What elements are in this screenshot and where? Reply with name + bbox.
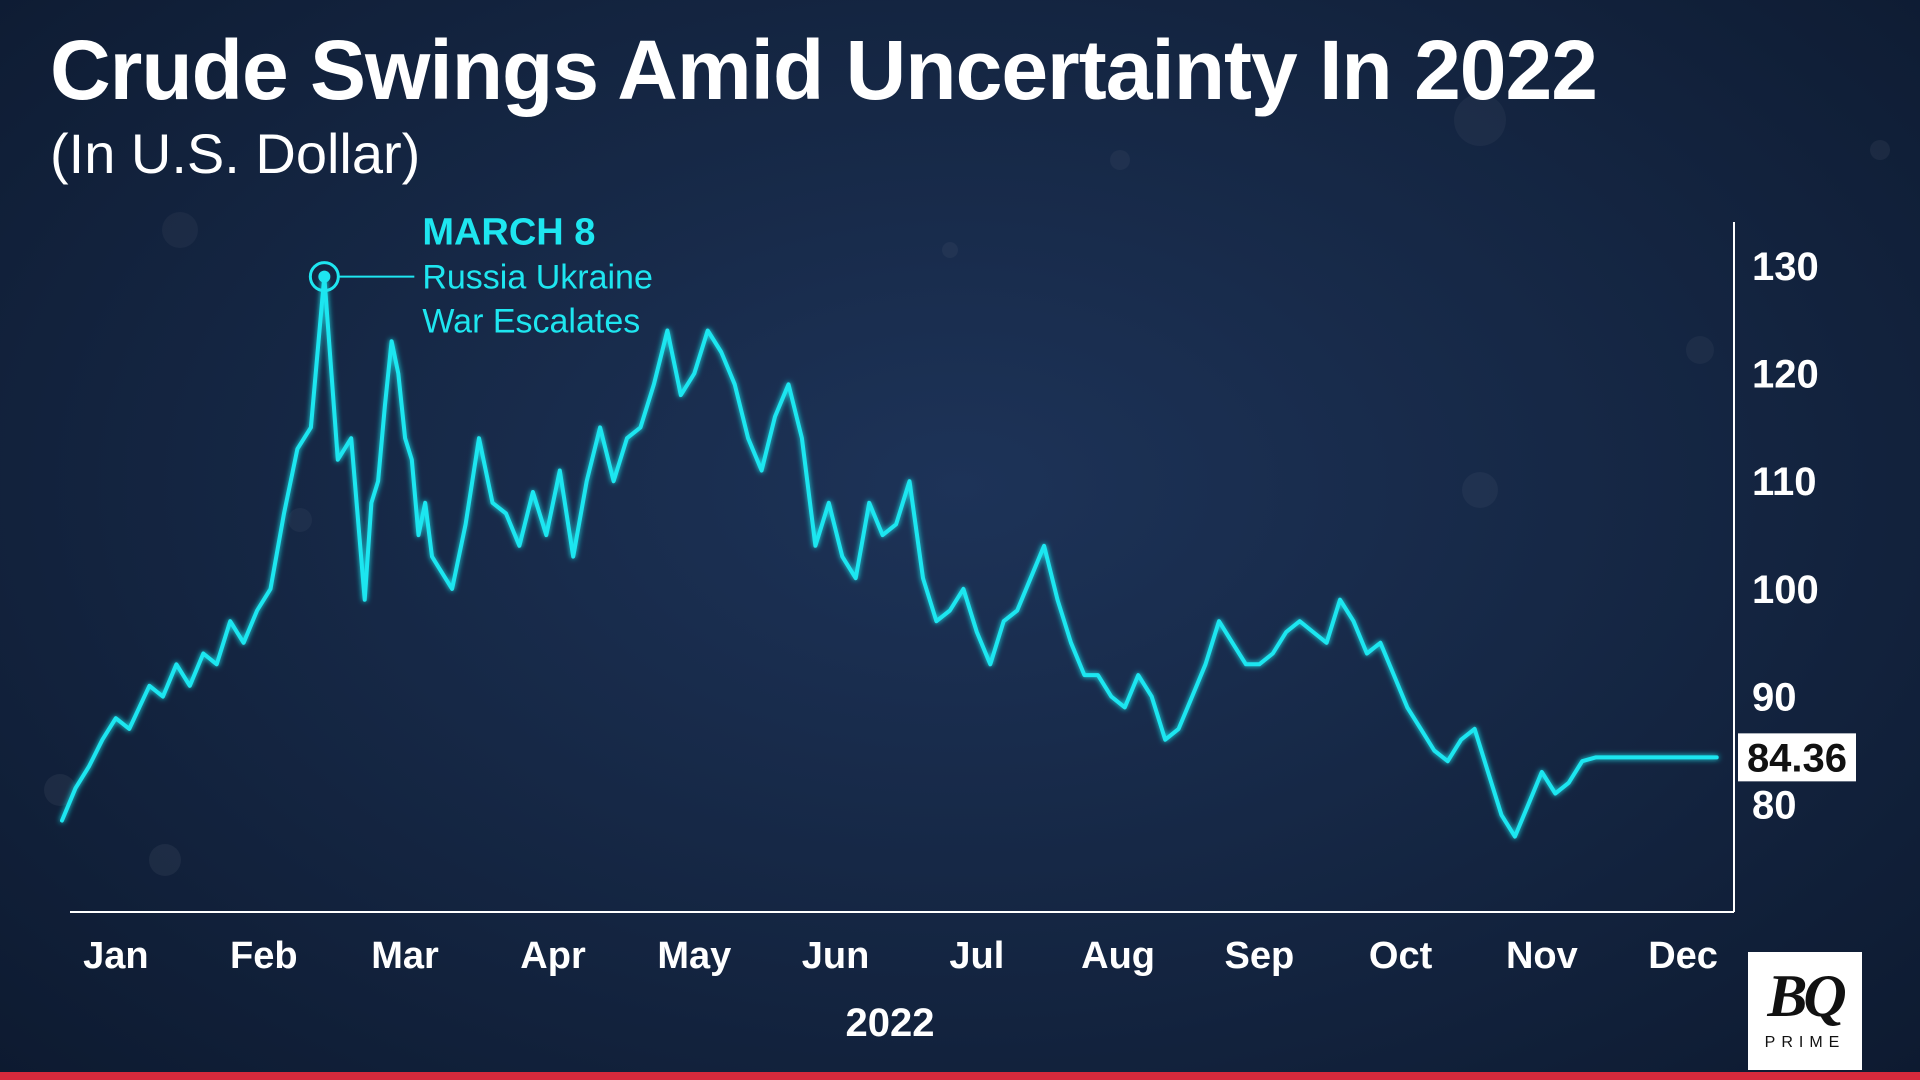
y-tick-120: 120 — [1752, 353, 1819, 397]
x-tick-oct: Oct — [1369, 935, 1433, 977]
chart-subtitle: (In U.S. Dollar) — [50, 122, 421, 185]
annotation-text-line1: Russia Ukraine — [422, 259, 653, 297]
logo-mark: BQ — [1767, 963, 1846, 1029]
x-tick-apr: Apr — [520, 935, 586, 977]
x-tick-dec: Dec — [1648, 935, 1718, 977]
logo-sub: PRIME — [1764, 1034, 1846, 1051]
x-axis-year-label: 2022 — [846, 1001, 935, 1045]
x-tick-sep: Sep — [1224, 935, 1294, 977]
x-tick-may: May — [657, 935, 731, 977]
x-tick-mar: Mar — [371, 935, 439, 977]
crude-price-line — [60, 274, 1719, 839]
y-tick-100: 100 — [1752, 568, 1819, 612]
y-tick-80: 80 — [1752, 783, 1797, 827]
x-tick-feb: Feb — [230, 935, 298, 977]
x-tick-nov: Nov — [1506, 935, 1578, 977]
last-value-box — [1738, 733, 1856, 782]
y-tick-110: 110 — [1752, 460, 1817, 504]
last-value-badge: 84.36 — [1738, 733, 1856, 782]
y-tick-130: 130 — [1752, 245, 1819, 289]
chart-title: Crude Swings Amid Uncertainty In 2022 — [50, 23, 1598, 117]
y-tick-90: 90 — [1752, 676, 1797, 720]
x-tick-aug: Aug — [1081, 935, 1155, 977]
last-value-label: 84.36 — [1747, 736, 1847, 780]
annotation-marker-dot — [318, 270, 331, 283]
march-8-annotation: MARCH 8 Russia Ukraine War Escalates — [308, 212, 653, 341]
axes — [70, 222, 1735, 913]
x-tick-jun: Jun — [802, 935, 870, 977]
x-tick-jan: Jan — [83, 935, 148, 977]
annotation-date: MARCH 8 — [422, 212, 595, 254]
background-bokeh — [44, 94, 1890, 876]
bottom-accent-bar — [0, 1072, 1920, 1080]
y-tick-labels: 80 90 100 110 120 130 — [1752, 245, 1819, 827]
x-tick-jul: Jul — [949, 935, 1004, 977]
annotation-text-line2: War Escalates — [422, 303, 640, 341]
bq-prime-logo: BQ PRIME — [1748, 952, 1862, 1070]
x-tick-labels: Jan Feb Mar Apr May Jun Jul Aug Sep Oct Nov Dec — [83, 935, 1718, 977]
